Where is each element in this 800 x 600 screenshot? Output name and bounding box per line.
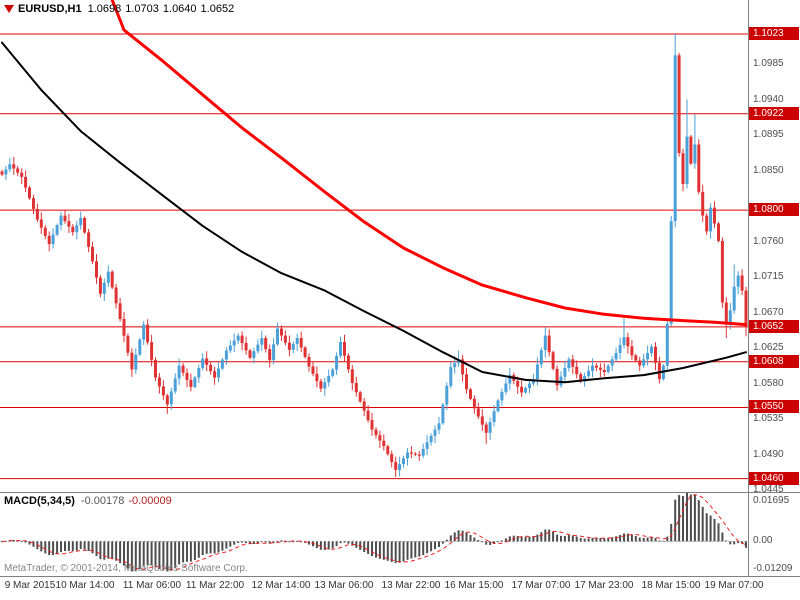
main-chart-canvas[interactable] (0, 0, 748, 492)
price-axis-label: 1.0985 (753, 58, 784, 69)
time-label: 9 Mar 2015 (4, 580, 56, 591)
ma-fast-line (1, 41, 747, 384)
timeaxis-separator (0, 576, 800, 577)
time-label: 17 Mar 23:00 (574, 580, 634, 591)
price-badge: 1.1023 (749, 27, 799, 40)
price-badge: 1.0652 (749, 320, 799, 333)
ohlc-open: 1.0698 (87, 3, 122, 15)
price-axis-label: 1.0670 (753, 307, 784, 318)
time-label: 11 Mar 22:00 (185, 580, 245, 591)
macd-canvas[interactable] (0, 493, 748, 576)
macd-axis-label: 0.00 (753, 535, 773, 546)
panel-separator (0, 492, 800, 493)
price-axis-label: 1.0760 (753, 236, 784, 247)
time-label: 16 Mar 15:00 (444, 580, 504, 591)
time-label: 17 Mar 07:00 (511, 580, 571, 591)
macd-axis: 0.01695 0.00 -0.01209 (749, 493, 800, 576)
time-label: 13 Mar 22:00 (381, 580, 441, 591)
time-label: 13 Mar 06:00 (314, 580, 374, 591)
watermark: MetaTrader, © 2001-2014, MetaQuotes Soft… (4, 563, 248, 574)
macd-axis-label: -0.01209 (753, 563, 793, 574)
axis-separator-vertical (748, 0, 749, 576)
time-label: 10 Mar 14:00 (55, 580, 115, 591)
macd-axis-label: 0.01695 (753, 495, 790, 506)
price-axis-label: 1.0895 (753, 129, 784, 140)
time-label: 19 Mar 07:00 (704, 580, 764, 591)
macd-signal-line (1, 494, 747, 571)
chart-header: EURUSD,H1 1.0698 1.0703 1.0640 1.0652 (4, 3, 238, 15)
price-axis-label: 1.0490 (753, 449, 784, 460)
main-chart-area[interactable]: EURUSD,H1 1.0698 1.0703 1.0640 1.0652 (0, 0, 748, 492)
time-label: 11 Mar 06:00 (122, 580, 182, 591)
macd-label: MACD(5,34,5) (4, 495, 75, 507)
macd-value-signal: -0.00009 (128, 495, 172, 507)
price-axis-label: 1.0850 (753, 165, 784, 176)
price-axis-label: 1.0940 (753, 94, 784, 105)
candles (0, 34, 748, 477)
time-axis[interactable]: 9 Mar 2015 10 Mar 14:00 11 Mar 06:00 11 Mar… (0, 577, 800, 600)
price-badge: 1.0550 (749, 400, 799, 413)
ohlc-close: 1.0652 (200, 3, 235, 15)
time-label: 18 Mar 15:00 (641, 580, 701, 591)
symbol-triangle-icon (4, 5, 14, 14)
ohlc-low: 1.0640 (162, 3, 197, 15)
ma-slow-line (110, 0, 748, 327)
ohlc-high: 1.0703 (125, 3, 159, 15)
price-badge: 1.0922 (749, 107, 799, 120)
level-lines (0, 33, 748, 480)
price-axis-label: 1.0535 (753, 413, 784, 424)
macd-histogram (1, 493, 747, 572)
price-badge: 1.0800 (749, 203, 799, 216)
price-axis-label: 1.0580 (753, 378, 784, 389)
macd-header: MACD(5,34,5) -0.00178 -0.00009 (4, 495, 172, 507)
macd-value-main: -0.00178 (80, 495, 125, 507)
price-badge: 1.0608 (749, 355, 799, 368)
price-axis-label: 1.0625 (753, 342, 784, 353)
price-axis-label: 1.0445 (753, 484, 784, 495)
macd-panel[interactable]: MACD(5,34,5) -0.00178 -0.00009 MetaTrader,… (0, 493, 748, 576)
price-badge: 1.0460 (749, 472, 799, 485)
price-axis[interactable]: 1.0985 1.0940 1.0895 1.0850 1.0760 1.0715 1.06… (749, 0, 800, 495)
symbol-label: EURUSD,H1 (18, 3, 82, 15)
time-label: 12 Mar 14:00 (251, 580, 311, 591)
price-axis-label: 1.0715 (753, 271, 784, 282)
